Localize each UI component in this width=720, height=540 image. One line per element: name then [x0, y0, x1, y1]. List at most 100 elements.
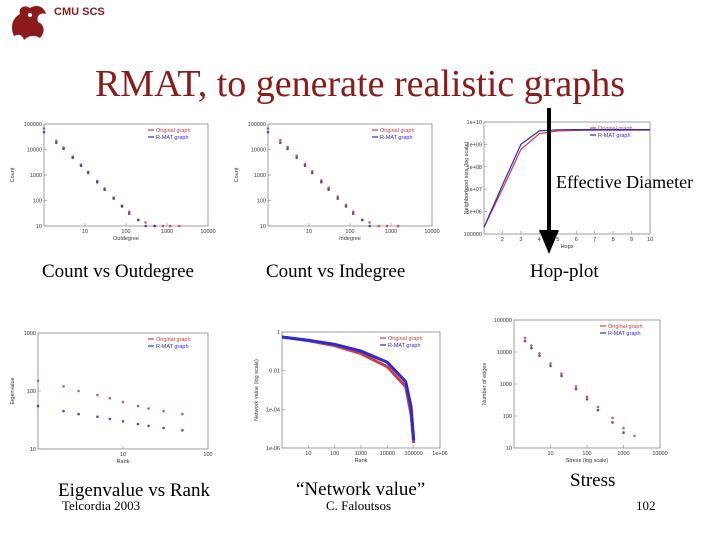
data-point	[596, 408, 600, 412]
y-tick-label: 100	[503, 414, 512, 420]
data-point	[55, 141, 58, 145]
x-tick-label: 100	[582, 451, 591, 457]
data-point	[279, 141, 282, 145]
y-tick-label: 100000	[494, 318, 512, 324]
series-line	[281, 335, 416, 441]
y-axis-label: Network value (log scale)	[254, 359, 260, 421]
legend-entry: Original graph	[608, 324, 643, 330]
y-axis-label: Number of edges	[482, 363, 488, 405]
data-point	[530, 344, 533, 347]
data-point	[622, 431, 625, 434]
data-point	[96, 393, 99, 397]
y-tick-label: 10000	[251, 148, 266, 154]
y-tick-label: 0.01	[269, 369, 280, 375]
x-tick-label: 4	[538, 237, 541, 243]
data-point	[127, 210, 131, 213]
data-point	[368, 221, 371, 224]
data-point	[71, 156, 74, 160]
data-point	[310, 171, 314, 175]
data-point	[127, 212, 131, 215]
x-tick-label: 100	[121, 229, 130, 235]
data-point	[266, 130, 270, 134]
footer-left: Telcordia 2003	[62, 498, 141, 513]
data-point	[55, 139, 58, 143]
x-tick-label: 9	[630, 237, 633, 243]
data-point	[622, 426, 625, 430]
legend-entry: R-MAT graph	[156, 344, 189, 350]
x-tick-label: 8	[612, 237, 615, 243]
data-point	[147, 407, 150, 410]
x-tick-label: 10000	[424, 229, 439, 235]
legend-entry: Original graph	[380, 128, 415, 134]
data-point	[396, 224, 400, 228]
legend-entry: Original graph	[156, 337, 191, 343]
y-tick-label: 1e+09	[467, 142, 482, 148]
data-point	[121, 420, 125, 423]
data-point	[79, 164, 83, 167]
y-tick-label: 1000	[30, 173, 42, 179]
data-point	[96, 415, 99, 418]
data-point	[361, 218, 364, 222]
data-point	[62, 147, 65, 151]
data-point	[144, 221, 147, 224]
chart-count-vs-outdegree: 100000 10000 1000 100 10 10 100 1000 10000 Outdeg…	[10, 122, 216, 242]
data-point	[162, 426, 165, 430]
x-tick-label: 1e+06	[432, 451, 447, 457]
data-point	[385, 224, 389, 228]
legend-entry: R-MAT graph	[608, 331, 641, 337]
y-axis-label: Count	[234, 167, 240, 182]
legend-entry: Original graph	[388, 336, 423, 342]
y-tick-label: 10	[36, 224, 42, 230]
data-point	[327, 188, 330, 191]
data-point	[523, 336, 527, 340]
data-point	[596, 405, 600, 409]
data-point	[327, 186, 330, 189]
legend-entry: R-MAT graph	[388, 343, 421, 349]
slide-title: RMAT, to generate realistic graphs	[94, 63, 626, 105]
data-point	[42, 130, 46, 134]
data-point	[286, 147, 289, 151]
x-tick-label: 10000	[200, 229, 215, 235]
data-point	[585, 398, 589, 401]
caption-stress: Stress	[570, 470, 616, 491]
effective-diameter-label: Effective Diameter	[556, 172, 694, 192]
data-point	[368, 224, 371, 228]
data-point	[86, 171, 90, 175]
y-tick-label: 1e+08	[467, 165, 482, 171]
y-axis-label: Count	[10, 167, 16, 182]
legend-entry: R-MAT graph	[598, 133, 631, 139]
data-point	[574, 387, 578, 391]
x-tick-label: 10	[82, 229, 88, 235]
y-tick-label: 1e+06	[467, 210, 482, 216]
y-axis-label: Eigenvalue	[10, 377, 16, 404]
data-point	[108, 417, 112, 421]
data-point	[560, 374, 563, 378]
data-point	[611, 421, 614, 424]
data-point	[77, 412, 80, 416]
data-point	[161, 224, 165, 228]
data-point	[560, 372, 563, 375]
x-tick-label: 100	[345, 229, 354, 235]
chart-eigenvalue-vs-rank: 1000 100 10 10 100 Rank Eigenvalue Original gra…	[10, 331, 213, 465]
x-tick-label: 6	[575, 237, 578, 243]
data-point	[168, 224, 172, 228]
data-point	[62, 409, 65, 413]
y-tick-label: 1	[277, 330, 280, 336]
data-point	[77, 389, 80, 393]
legend-entry: R-MAT graph	[380, 135, 413, 141]
chart-count-vs-indegree: 100000 10000 1000 100 10 10 100 1000 10000 Indegr…	[234, 122, 440, 242]
x-tick-label: 10	[306, 229, 312, 235]
data-point	[530, 346, 533, 350]
y-tick-label: 1e+10	[467, 120, 482, 126]
x-tick-label: 10	[547, 451, 553, 457]
data-point	[336, 195, 339, 198]
x-tick-label: 10000	[652, 451, 667, 457]
x-tick-label: 1000	[161, 229, 173, 235]
data-point	[633, 434, 636, 438]
x-axis-label: Stress (log scale)	[566, 458, 609, 464]
data-point	[136, 404, 140, 408]
legend-entry: Original graph	[156, 128, 191, 134]
y-tick-label: 1e+07	[467, 187, 482, 193]
data-point	[538, 352, 541, 355]
x-tick-label: 100	[203, 452, 212, 458]
